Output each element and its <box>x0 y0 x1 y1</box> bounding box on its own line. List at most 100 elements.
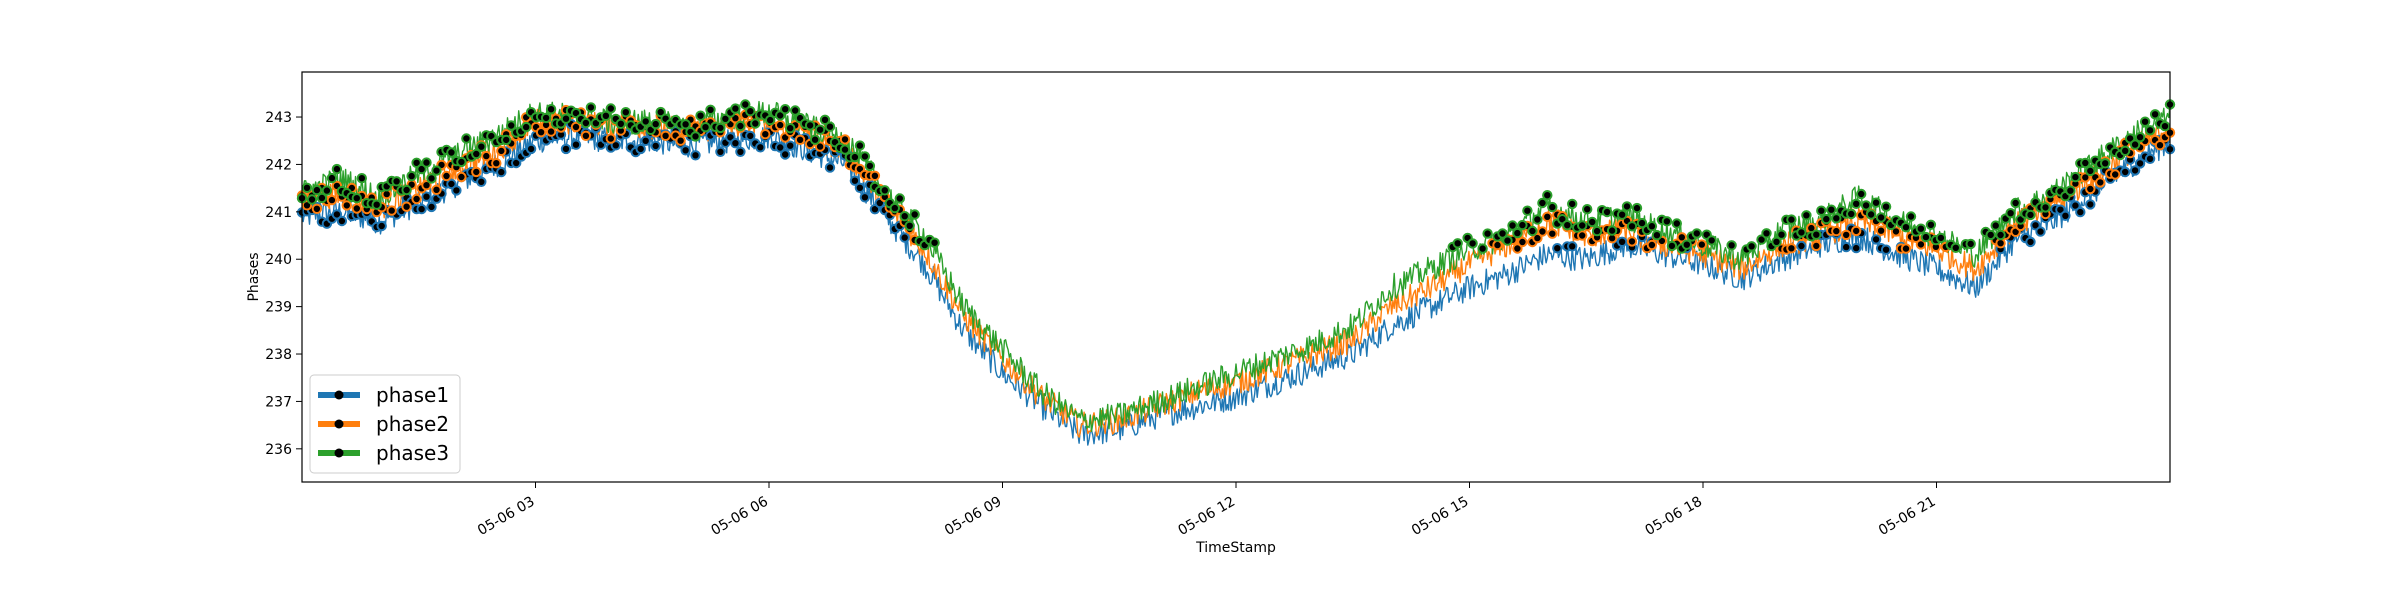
marker-phase2 <box>794 134 806 146</box>
marker-phase2 <box>1537 226 1548 237</box>
legend-entry-phase3: phase3 <box>318 441 449 465</box>
marker-phase3 <box>2040 202 2051 213</box>
marker-phase3 <box>1507 220 1518 231</box>
marker-phase3 <box>560 113 572 124</box>
series-line-phase3 <box>301 100 2171 433</box>
marker-phase1 <box>780 149 791 160</box>
marker-phase2 <box>1626 236 1638 247</box>
marker-phase2 <box>1646 239 1658 251</box>
marker-phase3 <box>391 176 402 187</box>
marker-phase1 <box>1567 241 1578 252</box>
marker-phase3 <box>1990 220 2001 231</box>
marker-phase3 <box>1801 210 1812 221</box>
marker-phase2 <box>760 129 771 140</box>
legend-marker-phase1 <box>334 390 344 400</box>
marker-phase3 <box>1522 205 1533 216</box>
marker-phase2 <box>481 150 492 162</box>
marker-phase3 <box>1761 228 1772 239</box>
marker-phase3 <box>1532 214 1543 225</box>
marker-phase2 <box>456 171 467 183</box>
marker-phase1 <box>376 220 387 232</box>
marker-phase3 <box>1626 221 1638 232</box>
marker-phase3 <box>785 123 796 134</box>
marker-phase3 <box>1467 238 1478 249</box>
marker-phase3 <box>1776 229 1787 240</box>
y-tick-label: 241 <box>265 205 292 221</box>
marker-phase2 <box>421 180 432 191</box>
marker-phase1 <box>745 130 756 142</box>
y-tick-label: 240 <box>265 252 292 268</box>
marker-phase2 <box>431 184 442 196</box>
marker-phase3 <box>2129 139 2141 150</box>
marker-phase2 <box>1532 232 1543 244</box>
marker-phase3 <box>585 102 597 113</box>
marker-phase3 <box>1646 221 1658 232</box>
marker-phase1 <box>2060 210 2071 222</box>
marker-phase2 <box>386 205 397 216</box>
marker-phase3 <box>894 193 905 204</box>
marker-phase3 <box>421 157 432 168</box>
marker-phase2 <box>1875 225 1887 236</box>
legend-entry-phase2: phase2 <box>318 412 449 436</box>
marker-phase2 <box>775 119 786 131</box>
marker-phase3 <box>735 120 746 132</box>
marker-phase3 <box>1965 238 1976 250</box>
marker-phase3 <box>620 107 631 118</box>
marker-phase1 <box>824 162 836 173</box>
legend-label-phase3: phase3 <box>376 441 449 465</box>
marker-phase3 <box>321 185 333 196</box>
marker-phase2 <box>1696 239 1708 250</box>
marker-phase3 <box>1796 227 1807 238</box>
marker-phase1 <box>735 146 746 158</box>
marker-layer <box>296 99 2176 255</box>
marker-phase2 <box>2154 140 2166 151</box>
marker-phase3 <box>690 131 701 142</box>
marker-phase3 <box>1477 243 1488 254</box>
marker-phase3 <box>1851 198 1862 210</box>
marker-phase3 <box>1846 208 1857 220</box>
marker-phase1 <box>1616 236 1628 248</box>
marker-phase3 <box>1816 205 1827 216</box>
marker-phase3 <box>351 193 362 204</box>
marker-phase3 <box>780 104 791 115</box>
marker-phase3 <box>1900 222 1912 233</box>
marker-phase2 <box>814 141 826 152</box>
marker-phase3 <box>1502 235 1513 246</box>
marker-phase3 <box>1587 216 1598 228</box>
marker-phase2 <box>311 203 323 215</box>
marker-phase1 <box>854 182 866 194</box>
marker-phase3 <box>1831 213 1842 224</box>
marker-phase3 <box>501 134 512 146</box>
marker-phase3 <box>431 165 442 176</box>
marker-phase3 <box>899 211 910 222</box>
marker-phase2 <box>411 193 422 205</box>
marker-phase3 <box>854 140 866 151</box>
marker-phase3 <box>1811 229 1822 240</box>
marker-phase1 <box>2085 199 2096 210</box>
marker-phase2 <box>2080 172 2091 183</box>
marker-phase2 <box>496 145 507 157</box>
marker-phase1 <box>775 142 786 153</box>
marker-phase3 <box>889 202 900 214</box>
marker-phase2 <box>1492 239 1503 251</box>
marker-phase3 <box>461 133 472 144</box>
marker-phase1 <box>859 192 871 203</box>
marker-phase1 <box>1841 241 1852 253</box>
marker-phase1 <box>570 139 582 150</box>
legend-entry-phase1: phase1 <box>318 383 449 407</box>
marker-phase3 <box>745 106 756 117</box>
marker-phase2 <box>535 127 547 138</box>
marker-phase3 <box>1726 240 1737 251</box>
marker-phase3 <box>2010 197 2021 209</box>
marker-phase3 <box>446 147 457 158</box>
marker-phase1 <box>2075 206 2086 218</box>
marker-phase1 <box>1870 234 1882 245</box>
marker-phase1 <box>715 146 726 158</box>
marker-phase1 <box>496 166 507 178</box>
marker-phase3 <box>2070 171 2081 183</box>
marker-phase3 <box>1826 204 1837 215</box>
marker-phase3 <box>2120 145 2131 157</box>
marker-phase1 <box>755 142 766 153</box>
marker-phase3 <box>1905 211 1917 222</box>
marker-phase3 <box>1786 214 1797 225</box>
